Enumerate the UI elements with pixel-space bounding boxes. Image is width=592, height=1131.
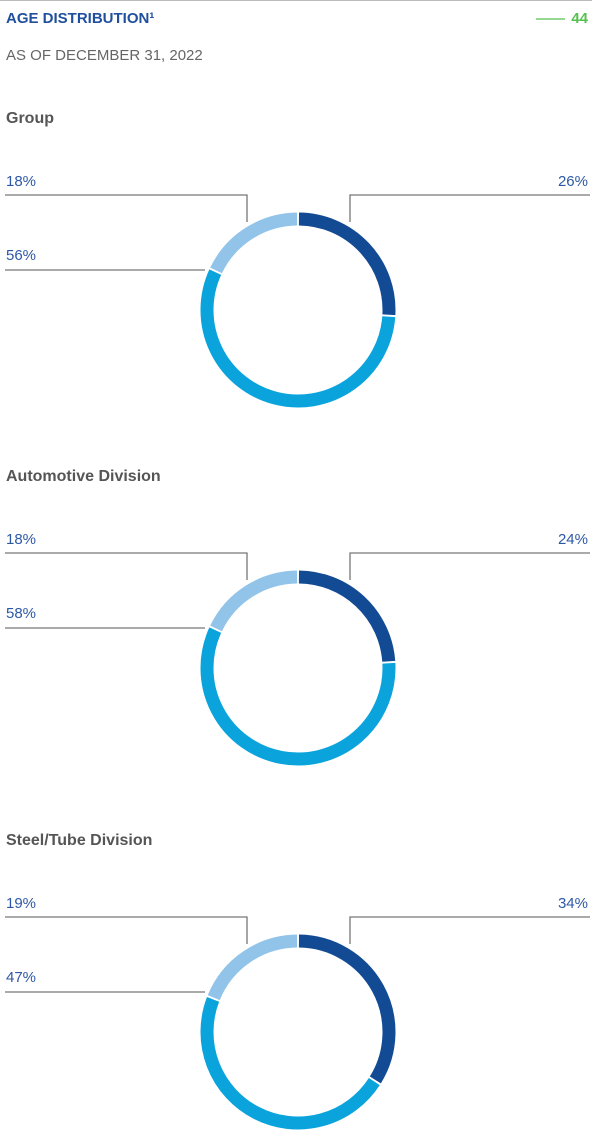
donut-segment: [210, 570, 298, 632]
donut-segment: [200, 997, 380, 1130]
chart-title: Steel/Tube Division: [6, 832, 152, 849]
donut-segment: [210, 212, 298, 274]
value-label: 18%: [6, 173, 36, 190]
leader-line: [5, 194, 248, 222]
donut-segment: [298, 934, 396, 1084]
chart-title: Group: [6, 110, 54, 127]
value-label: 24%: [558, 531, 588, 548]
donut-segment: [200, 269, 396, 408]
leader-line: [5, 552, 248, 580]
value-label: 19%: [6, 895, 36, 912]
donut-segment: [298, 570, 396, 662]
leader-line: [5, 916, 248, 944]
value-label: 26%: [558, 173, 588, 190]
value-label: 47%: [6, 969, 36, 986]
donut-segment: [298, 212, 396, 316]
donut-segment: [200, 627, 396, 766]
value-label: 58%: [6, 605, 36, 622]
leader-line: [349, 916, 590, 944]
page-title: AGE DISTRIBUTION¹: [6, 10, 154, 27]
donut-segment: [207, 934, 298, 1001]
leader-line: [349, 194, 590, 222]
page-number: 44: [571, 10, 588, 27]
value-label: 34%: [558, 895, 588, 912]
value-label: 56%: [6, 247, 36, 264]
chart-title: Automotive Division: [6, 468, 161, 485]
subtitle: AS OF DECEMBER 31, 2022: [6, 47, 203, 64]
value-label: 18%: [6, 531, 36, 548]
leader-line: [349, 552, 590, 580]
